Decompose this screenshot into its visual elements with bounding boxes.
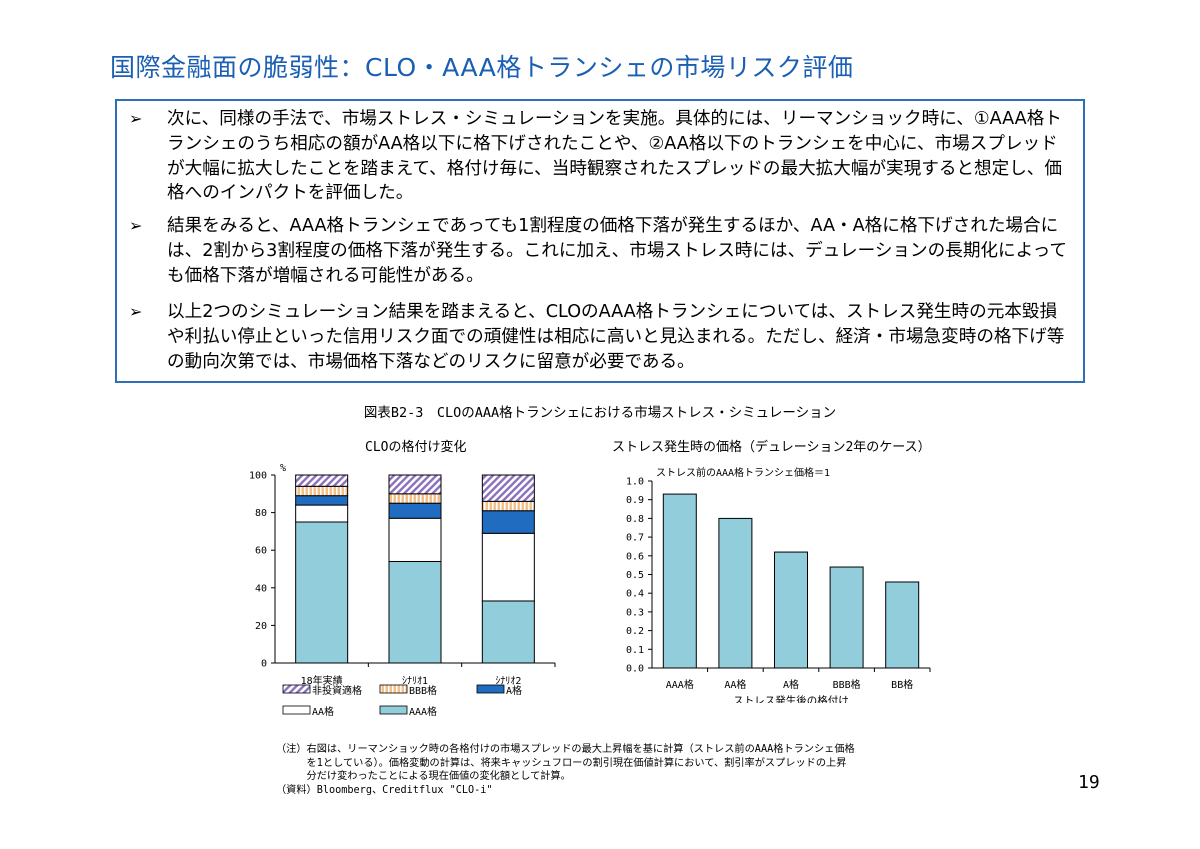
bar-segment [388,517,442,562]
x-tick-label: ｼﾅﾘｵ2 [495,675,521,687]
legend-swatch [379,684,408,694]
page-number: 19 [1078,772,1100,793]
bar-segment [295,521,349,664]
left-chart-title: CLOの格付け変化 [365,440,467,455]
footnote-line: 分だけ変わったことによる現在価値の変化額として計算。 [276,771,571,782]
y-tick-label: 0.1 [626,645,644,656]
y-tick-label: 100 [249,471,267,482]
legend-swatch [282,684,311,694]
legend-label: AA格 [312,705,334,718]
legend-swatch [379,705,408,715]
y-tick-label: 0.2 [626,626,644,637]
bar-segment [481,500,535,512]
page-title: 国際金融面の脆弱性：CLO・AAA格トランシェの市場リスク評価 [110,53,854,82]
bar-segment [388,474,442,495]
bar-segment [388,560,442,664]
chart-annotation: ストレス前のAAA格トランシェ価格＝1 [656,466,830,479]
bar [662,493,697,669]
y-tick-label: 20 [255,621,267,632]
bullet-item: ➢ 以上2つのシミュレーション結果を踏まえると、CLOのAAA格トランシェについ… [129,300,1074,374]
x-tick-label: BB格 [891,678,913,691]
bullet-text: 次に、同様の手法で、市場ストレス・シミュレーションを実施。具体的には、リーマンシ… [167,109,1062,204]
x-tick-label: BBB格 [833,678,861,691]
bar-segment [388,502,442,519]
legend-label: 非投資適格 [312,684,362,697]
footnote-line: （資料）Bloomberg、Creditflux "CLO-i" [276,784,493,796]
x-tick-label: AA格 [724,678,746,691]
bar-segment [481,600,535,664]
x-tick-label: AAA格 [666,678,694,691]
bar [774,551,808,669]
stress-price-chart: 0.0 0.1 0.2 0.3 0.4 0.5 0.6 0.7 0.8 0.9 1.0 ストレス前のA… [626,466,931,703]
y-tick-label: 40 [255,583,267,594]
bar-segment [481,532,535,602]
bar-segment [481,474,535,502]
bullet-text: 結果をみると、AAA格トランシェであっても1割程度の価格下落が発生するほか、AA… [167,216,1067,286]
y-tick-label: 1.0 [626,477,644,488]
y-tick-label: 80 [255,508,267,519]
y-axis-unit: % [280,463,286,474]
y-tick-label: 0.7 [626,533,644,544]
bullet-item: ➢ 結果をみると、AAA格トランシェであっても1割程度の価格下落が発生するほか、… [129,214,1074,288]
y-tick-label: 0.6 [626,551,644,562]
bar-segment [295,495,349,506]
rating-change-chart: 0 20 40 60 80 100% 18年実績 ｼﾅﾘｵ1 ｼﾅﾘｵ2 非投資適格 BBB格 A格 A… [249,463,556,718]
y-tick-label: 0.8 [626,514,644,525]
summary-box: ➢ 次に、同様の手法で、市場ストレス・シミュレーションを実施。具体的には、リーマ… [115,99,1085,383]
bar [885,581,920,669]
footnote: （注）右図は、リーマンショック時の各格付けの市場スプレッドの最大上昇幅を基に計算… [276,743,936,797]
footnote-line: を1としている）。価格変動の計算は、将来キャッシュフローの割引現在価値計算におい… [276,757,847,769]
bullet-arrow-icon: ➢ [129,302,143,321]
legend-swatch [476,684,505,694]
x-tick-label: ｼﾅﾘｵ1 [402,675,428,687]
y-tick-label: 60 [255,546,267,557]
y-tick-label: 0.5 [626,570,644,581]
bar [829,566,864,669]
bar-segment [295,485,349,497]
x-tick-label: 18年実績 [301,674,343,687]
legend-swatch [282,705,311,715]
bar-segment [388,493,442,504]
y-tick-label: 0.4 [626,589,644,600]
legend-label: A格 [506,684,522,697]
legend-label: BBB格 [409,684,437,697]
x-tick-label: A格 [783,678,799,691]
bullet-item: ➢ 次に、同様の手法で、市場ストレス・シミュレーションを実施。具体的には、リーマ… [129,107,1074,206]
y-tick-label: 0.0 [626,664,644,675]
x-axis-label: ストレス発生後の格付け [733,694,849,703]
bullet-arrow-icon: ➢ [129,216,143,235]
bar-segment [295,474,349,487]
bullet-text: 以上2つのシミュレーション結果を踏まえると、CLOのAAA格トランシェについては… [167,302,1065,372]
footnote-line: （注）右図は、リーマンショック時の各格付けの市場スプレッドの最大上昇幅を基に計算… [276,744,855,755]
right-chart-title: ストレス発生時の価格（デュレーション2年のケース） [612,440,931,455]
y-tick-label: 0.3 [626,607,644,618]
y-tick-label: 0 [261,659,267,670]
figure-title: 図表B2-3 CLOのAAA格トランシェにおける市場ストレス・シミュレーション [363,405,837,421]
bar-segment [295,504,349,523]
legend-label: AAA格 [409,705,437,718]
bar-segment [481,510,535,534]
bar [718,517,753,669]
bullet-arrow-icon: ➢ [129,109,143,128]
y-tick-label: 0.9 [626,495,644,506]
